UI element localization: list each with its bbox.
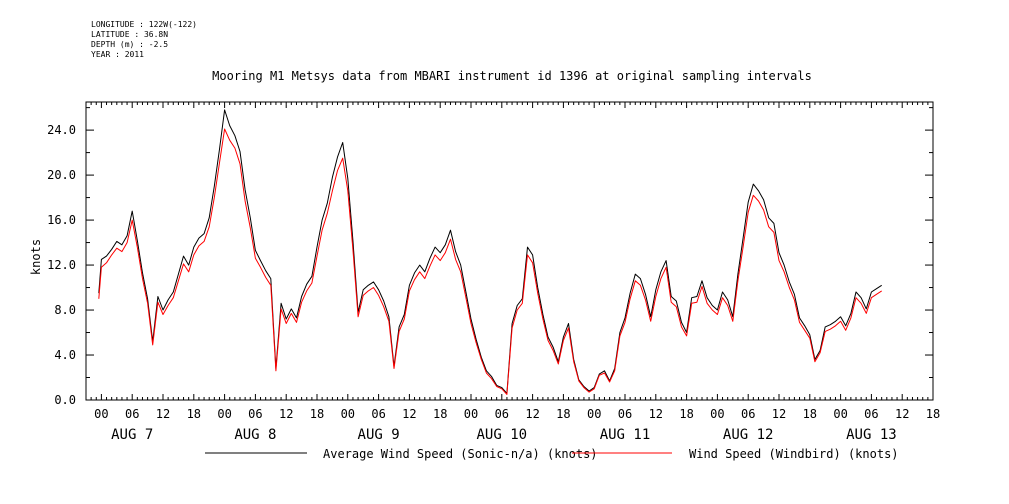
legend-label-windbird: Wind Speed (Windbird) (knots): [689, 447, 899, 461]
x-tick-label: 06: [741, 407, 755, 421]
x-tick-label: 00: [341, 407, 355, 421]
y-tick-label: 16.0: [47, 213, 76, 227]
x-tick-label: 00: [587, 407, 601, 421]
y-tick-label: 4.0: [54, 348, 76, 362]
x-tick-label: 18: [679, 407, 693, 421]
x-tick-label: 18: [187, 407, 201, 421]
x-tick-label: 12: [279, 407, 293, 421]
x-tick-label: 18: [926, 407, 940, 421]
x-day-label: AUG 9: [358, 427, 400, 443]
x-day-label: AUG 12: [723, 427, 774, 443]
y-tick-label: 8.0: [54, 303, 76, 317]
y-tick-label: 24.0: [47, 123, 76, 137]
y-axis-label: knots: [29, 239, 43, 275]
x-day-label: AUG 8: [234, 427, 276, 443]
x-tick-label: 12: [895, 407, 909, 421]
x-tick-label: 06: [125, 407, 139, 421]
year-text: YEAR : 2011: [91, 50, 144, 59]
x-tick-label: 06: [495, 407, 509, 421]
chart-title: Mooring M1 Metsys data from MBARI instru…: [212, 69, 812, 83]
series-layer: [98, 109, 882, 395]
x-day-label: AUG 10: [477, 427, 528, 443]
x-day-label: AUG 13: [846, 427, 897, 443]
y-tick-label: 12.0: [47, 258, 76, 272]
series-line-average-wind: [98, 109, 882, 394]
depth-text: DEPTH (m) : -2.5: [91, 40, 169, 49]
x-tick-label: 18: [556, 407, 570, 421]
x-tick-label: 18: [803, 407, 817, 421]
x-tick-label: 06: [248, 407, 262, 421]
metadata-block: LONGITUDE : 122W(-122) LATITUDE : 36.8N …: [91, 20, 197, 60]
x-tick-label: 06: [864, 407, 878, 421]
x-tick-label: 18: [433, 407, 447, 421]
y-tick-label: 20.0: [47, 168, 76, 182]
x-tick-label: 00: [217, 407, 231, 421]
x-tick-label: 06: [618, 407, 632, 421]
x-tick-label: 12: [525, 407, 539, 421]
x-tick-label: 12: [649, 407, 663, 421]
y-tick-label: 0.0: [54, 393, 76, 407]
x-tick-label: 00: [94, 407, 108, 421]
series-line-windbird: [98, 128, 882, 395]
plot-frame: [85, 101, 934, 401]
x-day-label: AUG 7: [111, 427, 153, 443]
longitude-text: LONGITUDE : 122W(-122): [91, 20, 197, 29]
x-tick-label: 00: [464, 407, 478, 421]
legend-label-average-wind: Average Wind Speed (Sonic-n/a) (knots): [323, 447, 598, 461]
x-tick-label: 12: [772, 407, 786, 421]
legend: Average Wind Speed (Sonic-n/a) (knots) W…: [205, 447, 899, 461]
x-tick-label: 00: [833, 407, 847, 421]
axes-layer: 00 06 12 18 00 06 12 18 00 06 12 18 00 06 12 18 00 06 12 18…: [47, 101, 940, 443]
x-tick-label: 12: [402, 407, 416, 421]
x-tick-label: 00: [710, 407, 724, 421]
x-tick-label: 12: [156, 407, 170, 421]
latitude-text: LATITUDE : 36.8N: [91, 30, 169, 39]
x-tick-label: 18: [310, 407, 324, 421]
x-day-label: AUG 11: [600, 427, 651, 443]
x-tick-label: 06: [371, 407, 385, 421]
